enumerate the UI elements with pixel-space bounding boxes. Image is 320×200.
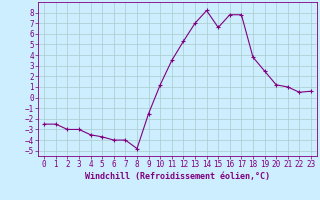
- X-axis label: Windchill (Refroidissement éolien,°C): Windchill (Refroidissement éolien,°C): [85, 172, 270, 181]
